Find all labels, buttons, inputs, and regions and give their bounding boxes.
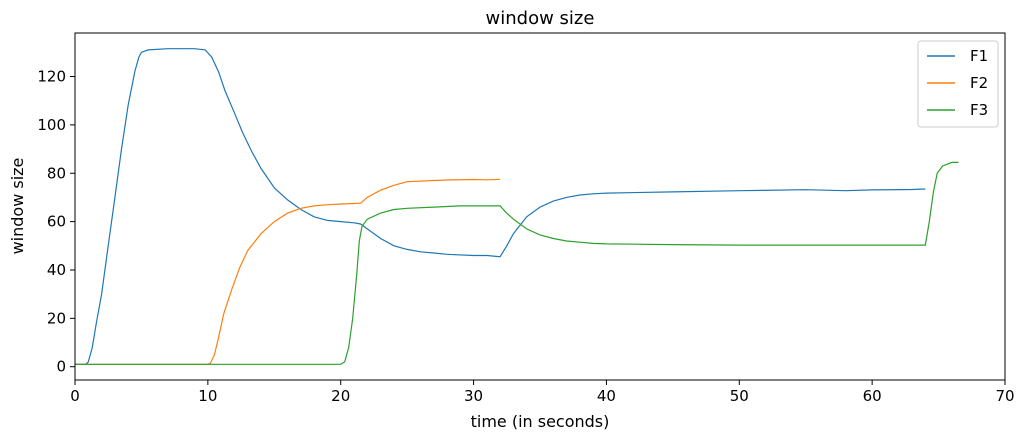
x-tick-label: 50 (730, 387, 749, 405)
y-tick-label: 40 (47, 261, 66, 279)
series-layer (75, 48, 959, 365)
x-tick-label: 10 (198, 387, 217, 405)
y-tick-label: 20 (47, 309, 66, 327)
x-tick-label: 70 (995, 387, 1014, 405)
x-tick-label: 20 (331, 387, 350, 405)
legend: F1 F2 F3 (917, 40, 999, 128)
y-tick-label: 120 (37, 68, 66, 86)
legend-label-f3: F3 (970, 101, 988, 119)
x-tick-label: 30 (464, 387, 483, 405)
y-tick-label: 60 (47, 213, 66, 231)
series-line-f3 (75, 161, 959, 365)
y-axis: 0 20 40 60 80 100 120 (37, 68, 75, 376)
x-tick-label: 40 (597, 387, 616, 405)
series-line-f1 (75, 48, 926, 365)
y-tick-label: 80 (47, 164, 66, 182)
series-line-f2 (75, 178, 501, 365)
legend-label-f2: F2 (970, 74, 988, 92)
chart-title: window size (486, 8, 595, 29)
x-tick-label: 60 (863, 387, 882, 405)
y-axis-label: window size (8, 158, 27, 255)
x-axis-label: time (in seconds) (471, 412, 610, 431)
legend-label-f1: F1 (970, 47, 988, 65)
x-axis: 0 10 20 30 40 50 60 70 (70, 380, 1015, 405)
y-tick-label: 0 (56, 358, 66, 376)
legend-box (917, 40, 999, 128)
x-tick-label: 0 (70, 387, 80, 405)
y-tick-label: 100 (37, 116, 66, 134)
plot-frame (74, 32, 1006, 381)
